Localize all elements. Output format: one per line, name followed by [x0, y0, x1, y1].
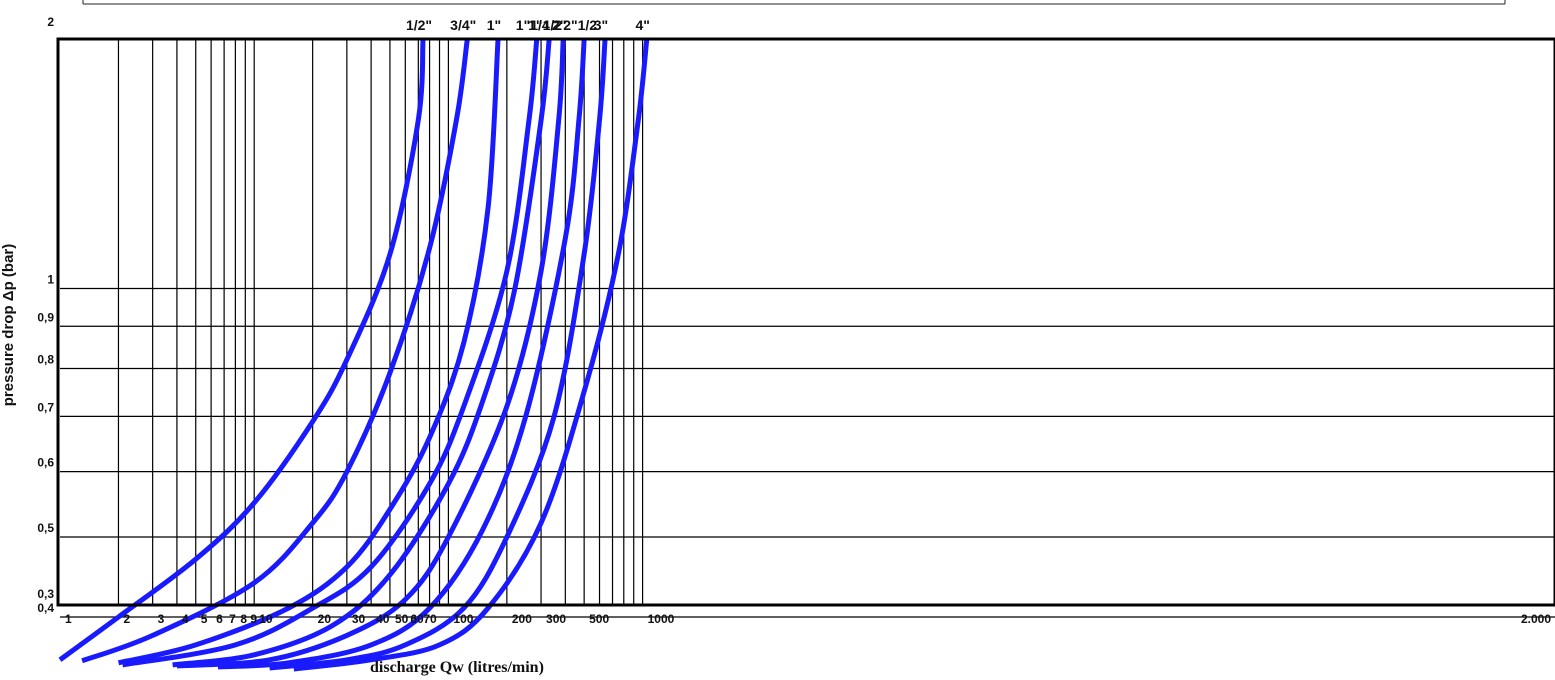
series-line-3in [269, 39, 608, 671]
series-line-1-2in [58, 39, 426, 662]
y-tick-label-0-5: 0,5 [37, 521, 54, 535]
x-tick-label-20: 20 [318, 612, 332, 626]
y-tick-labels: 0,30,4 0,5 0,6 0,7 0,8 0,9 1 2 [37, 15, 54, 615]
x-tick-label-7: 7 [229, 612, 236, 626]
series-curves [58, 39, 650, 672]
series-line-4in [293, 39, 650, 672]
x-tick-label-1000: 1000 [648, 612, 675, 626]
y-tick-label-0-9: 0,9 [37, 310, 54, 324]
series-line-1in1-4 [122, 39, 540, 668]
series-line-2in1-2 [217, 39, 587, 670]
y-tick-label-1: 1 [47, 273, 54, 287]
x-tick-label-3: 3 [158, 612, 165, 626]
series-label-1in1-2: 1"1/2 [528, 17, 562, 33]
series-label-1in: 1" [487, 17, 501, 33]
series-label-3-4in: 3/4" [450, 17, 476, 33]
series-label-1-2in: 1/2" [406, 17, 432, 33]
series-line-1in [117, 39, 501, 666]
series-labels: 1/2" 3/4" 1" 1"1/41"1/22"2"1/23" 4" [406, 17, 650, 33]
x-tick-label-70: 70 [423, 612, 437, 626]
x-tick-label-500: 500 [589, 612, 609, 626]
series-line-1in1-2 [172, 39, 552, 668]
x-tick-label-300: 300 [546, 612, 566, 626]
y-tick-label-0-8: 0,8 [37, 352, 54, 366]
x-tick-label-4: 4 [182, 612, 189, 626]
grid [60, 40, 1555, 618]
x-tick-label-100: 100 [453, 612, 473, 626]
x-tick-labels: 1 2 3 4 5 6 7 8 9 10 20 30 40 50 60 70 100 200 300 500 1000 2… [65, 612, 1551, 626]
y-tick-label-0-6: 0,6 [37, 456, 54, 470]
series-line-3-4in [81, 39, 470, 664]
series-label-1in1-4: 1"1/4 [516, 17, 550, 33]
y-axis-label: pressure drop Δp (bar) [0, 244, 17, 406]
x-tick-label-6: 6 [216, 612, 223, 626]
y-tick-label-0-3: 0,3 [37, 587, 54, 601]
x-tick-label-30: 30 [352, 612, 366, 626]
y-tick-label-2: 2 [47, 15, 54, 29]
x-tick-label-200: 200 [512, 612, 532, 626]
x-tick-label-50: 50 [395, 612, 409, 626]
x-tick-label-60: 60 [410, 612, 424, 626]
series-label-2in1-2: 2"1/2 [563, 17, 597, 33]
y-tick-label-0-7: 0,7 [37, 400, 54, 414]
x-tick-label-40: 40 [376, 612, 390, 626]
x-tick-label-9: 9 [250, 612, 257, 626]
x-tick-label-10: 10 [259, 612, 273, 626]
x-tick-label-8: 8 [240, 612, 247, 626]
series-line-2in [176, 39, 566, 669]
x-axis-label: discharge Qw (litres/min) [370, 659, 544, 676]
plot-frame [56, 37, 1555, 607]
x-tick-label-1: 1 [65, 612, 72, 626]
x-tick-label-2: 2 [123, 612, 130, 626]
series-label-3in: 3" [594, 17, 608, 33]
x-tick-label-5: 5 [201, 612, 208, 626]
series-label-2in: 2" [552, 17, 566, 33]
y-tick-label-0-4: 0,4 [37, 601, 54, 615]
series-label-4in: 4" [635, 17, 649, 33]
x-tick-label-2000: 2.000 [1521, 612, 1551, 626]
